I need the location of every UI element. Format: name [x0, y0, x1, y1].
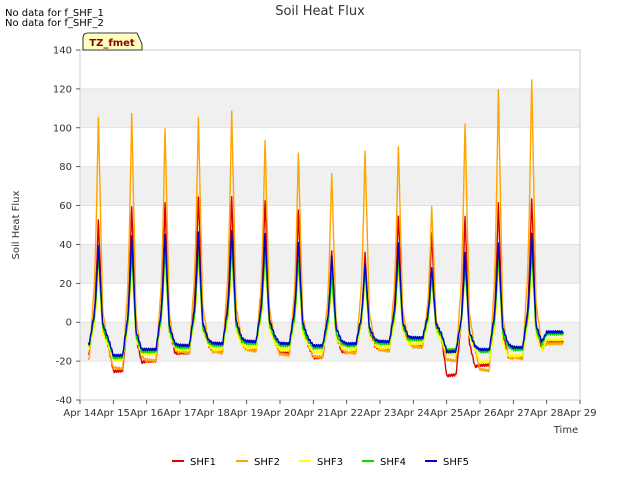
x-tick-label: Apr 26 — [463, 408, 496, 419]
x-tick-label: Apr 18 — [197, 408, 230, 419]
x-tick-label: Apr 21 — [297, 408, 330, 419]
y-tick-label: -20 — [56, 357, 72, 368]
y-tick-label: 0 — [66, 318, 72, 329]
x-tick-label: Apr 27 — [497, 408, 530, 419]
y-axis-label: Soil Heat Flux — [11, 190, 22, 259]
no-data-note-2: No data for f_SHF_2 — [5, 18, 104, 29]
y-tick-label: 40 — [59, 240, 72, 251]
x-axis-label: Time — [553, 425, 578, 436]
x-tick-label: Apr 19 — [230, 408, 263, 419]
legend-label-shf5: SHF5 — [443, 457, 469, 468]
x-tick-label: Apr 23 — [363, 408, 396, 419]
band-1 — [80, 166, 580, 206]
chart-title: Soil Heat Flux — [275, 4, 365, 19]
x-tick-label: Apr 15 — [97, 408, 130, 419]
band-3 — [80, 322, 580, 362]
series-line-shf2 — [87, 79, 564, 373]
band-0 — [80, 88, 580, 128]
x-tick-label: Apr 28 — [530, 408, 563, 419]
site-label: TZ_fmet — [89, 38, 135, 49]
y-tick-label: -40 — [56, 396, 72, 407]
x-tick-label: Apr 22 — [330, 408, 363, 419]
y-tick-label: 60 — [59, 201, 72, 212]
x-tick-label: Apr 24 — [397, 408, 430, 419]
no-data-note-1: No data for f_SHF_1 — [5, 8, 104, 19]
series-line-shf5 — [87, 230, 564, 358]
y-tick-label: 100 — [53, 123, 72, 134]
x-tick-label: Apr 29 — [563, 408, 596, 419]
y-tick-label: 120 — [53, 84, 72, 95]
x-tick-label: Apr 20 — [263, 408, 296, 419]
y-tick-label: 20 — [59, 279, 72, 290]
legend-label-shf3: SHF3 — [317, 457, 343, 468]
x-tick-label: Apr 16 — [130, 408, 163, 419]
plot-frame — [79, 49, 581, 401]
legend-label-shf4: SHF4 — [380, 457, 406, 468]
x-tick-label: Apr 14 — [63, 408, 96, 419]
x-tick-label: Apr 17 — [163, 408, 196, 419]
legend-label-shf2: SHF2 — [254, 457, 280, 468]
site-label-box: TZ_fmet — [82, 32, 143, 51]
y-tick-label: 80 — [59, 162, 72, 173]
legend-label-shf1: SHF1 — [190, 457, 216, 468]
y-tick-label: 140 — [53, 46, 72, 57]
legend: SHF1 SHF2 SHF3 SHF4 SHF5 — [172, 457, 469, 468]
x-tick-label: Apr 25 — [430, 408, 463, 419]
